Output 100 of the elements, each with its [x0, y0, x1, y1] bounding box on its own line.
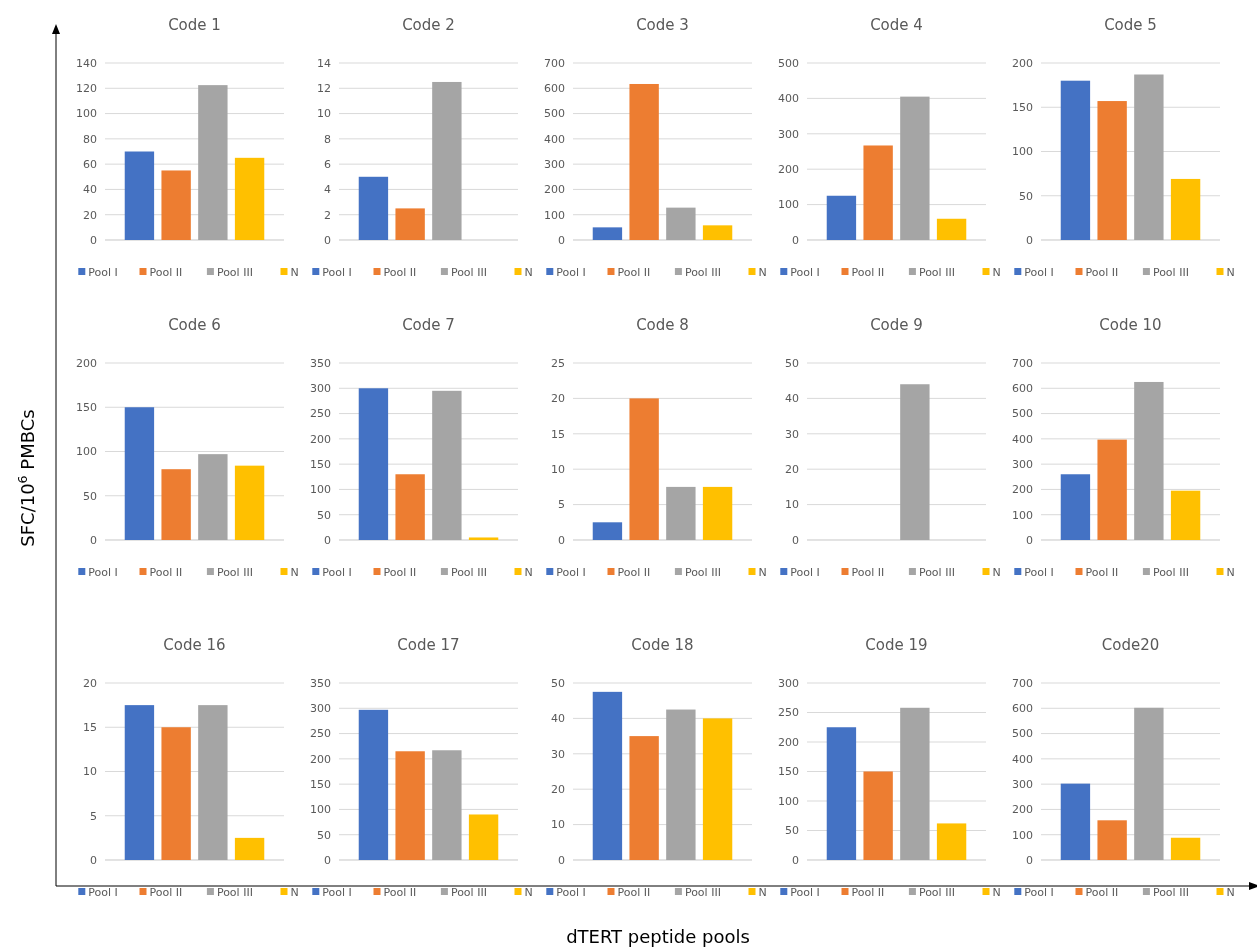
legend-label: N [758, 265, 767, 279]
y-tick-label: 40 [83, 183, 97, 197]
bar [936, 218, 967, 240]
y-tick-label: 200 [778, 735, 799, 749]
legend-label: Pool II [383, 885, 417, 899]
y-tick-label: 350 [310, 356, 331, 370]
legend-label: Pool I [322, 885, 352, 899]
legend-label: N [524, 265, 533, 279]
y-tick-label: 300 [310, 382, 331, 396]
y-tick-label: 500 [778, 56, 799, 70]
bar [124, 705, 155, 860]
legend-label: Pool III [1152, 565, 1189, 579]
y-tick-label: 300 [1012, 777, 1033, 791]
chart-title: Code20 [1101, 636, 1160, 654]
legend-label: Pool I [88, 265, 118, 279]
legend-label: Pool III [450, 565, 487, 579]
y-tick-label: 10 [551, 463, 565, 477]
y-tick-label: 200 [1012, 483, 1033, 497]
y-tick-label: 40 [785, 392, 799, 406]
y-tick-label: 100 [1012, 828, 1033, 842]
legend-label: N [1226, 565, 1235, 579]
legend-label: N [758, 565, 767, 579]
y-tick-label: 50 [317, 508, 331, 522]
y-tick-label: 20 [83, 676, 97, 690]
y-tick-label: 600 [1012, 382, 1033, 396]
chart-title: Code 7 [402, 316, 455, 334]
bar [468, 814, 499, 860]
chart-title: Code 17 [397, 636, 460, 654]
y-tick-label: 600 [544, 82, 565, 96]
text: dTERT peptide pools [566, 926, 750, 947]
y-tick-label: 400 [1012, 752, 1033, 766]
legend-label: N [992, 565, 1001, 579]
y-tick-label: 10 [83, 765, 97, 779]
legend-label: Pool II [1085, 265, 1119, 279]
y-tick-label: 100 [76, 107, 97, 121]
chart-title: Code 10 [1099, 316, 1162, 334]
y-tick-label: 15 [83, 721, 97, 735]
legend-label: Pool III [450, 265, 487, 279]
bar [1060, 783, 1091, 860]
legend-label: Pool I [790, 265, 820, 279]
bar [1134, 707, 1164, 860]
legend-label: Pool II [617, 265, 651, 279]
y-tick-label: 200 [1012, 56, 1033, 70]
legend-label: Pool I [88, 565, 118, 579]
chart-title: Code 2 [402, 16, 455, 34]
legend-label: N [524, 885, 533, 899]
chart-title: Code 1 [168, 16, 221, 34]
y-tick-label: 40 [551, 712, 565, 726]
legend-label: Pool I [88, 885, 118, 899]
legend-label: Pool III [216, 265, 253, 279]
legend-label: Pool III [216, 885, 253, 899]
y-tick-label: 140 [76, 56, 97, 70]
y-tick-label: 120 [76, 82, 97, 96]
chart-title: Code 18 [631, 636, 694, 654]
legend-label: N [290, 265, 299, 279]
y-tick-label: 0 [558, 233, 565, 247]
y-tick-label: 700 [544, 56, 565, 70]
legend-label: Pool III [1152, 265, 1189, 279]
bar [234, 837, 265, 860]
legend-label: Pool III [684, 565, 721, 579]
y-tick-label: 60 [83, 157, 97, 171]
legend-label: Pool I [556, 265, 586, 279]
y-tick-label: 30 [551, 747, 565, 761]
legend-label: N [524, 565, 533, 579]
bar [1170, 178, 1201, 240]
legend-label: N [758, 885, 767, 899]
bar [1060, 474, 1091, 540]
y-tick-label: 0 [324, 853, 331, 867]
y-tick-label: 700 [1012, 356, 1033, 370]
bar [702, 225, 733, 240]
bar [234, 465, 265, 540]
y-tick-label: 350 [310, 676, 331, 690]
y-tick-label: 0 [792, 853, 799, 867]
y-tick-label: 25 [551, 356, 565, 370]
y-tick-label: 300 [778, 127, 799, 141]
y-tick-label: 200 [544, 183, 565, 197]
chart-title: Code 5 [1104, 16, 1157, 34]
legend-label: Pool II [851, 565, 885, 579]
y-tick-label: 0 [558, 853, 565, 867]
bar [395, 474, 425, 540]
y-tick-label: 5 [558, 498, 565, 512]
y-tick-label: 12 [317, 82, 331, 96]
y-tick-label: 0 [1026, 853, 1033, 867]
y-tick-label: 200 [1012, 803, 1033, 817]
legend-label: Pool II [383, 265, 417, 279]
y-tick-label: 50 [785, 824, 799, 838]
legend-label: Pool II [1085, 885, 1119, 899]
legend-label: Pool III [1152, 885, 1189, 899]
bar [468, 537, 499, 540]
y-tick-label: 20 [551, 392, 565, 406]
y-tick-label: 0 [792, 533, 799, 547]
bar [1170, 490, 1201, 540]
y-tick-label: 0 [90, 233, 97, 247]
y-tick-label: 10 [551, 818, 565, 832]
chart-title: Code 16 [163, 636, 226, 654]
y-tick-label: 100 [778, 794, 799, 808]
legend-label: Pool I [322, 265, 352, 279]
chart-title: Code 8 [636, 316, 689, 334]
bar [358, 176, 389, 240]
y-tick-label: 20 [785, 463, 799, 477]
